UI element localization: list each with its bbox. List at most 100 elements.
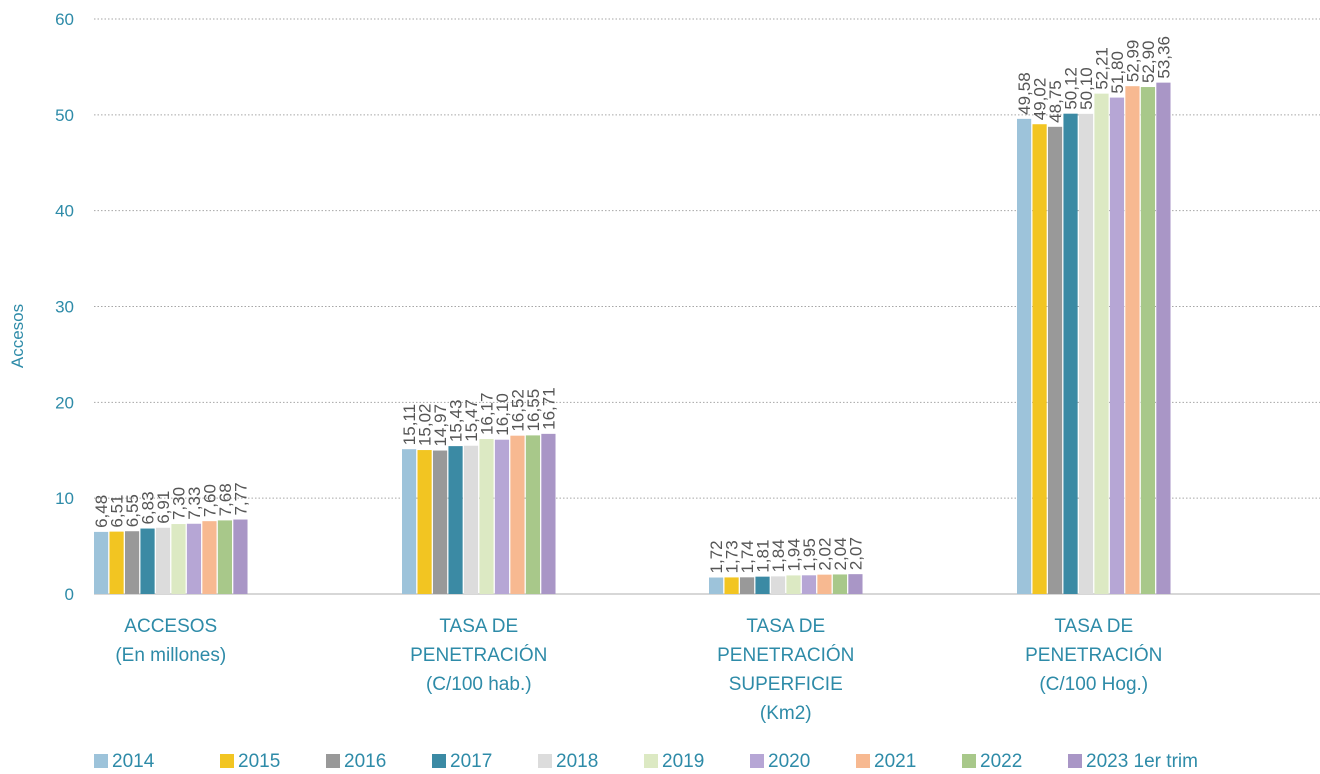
data-label: 6,91 [154,491,173,524]
data-label: 1,73 [723,540,742,573]
data-label: 6,83 [139,491,158,524]
data-label: 51,80 [1108,51,1127,94]
bar [817,574,832,594]
data-label: 52,90 [1139,40,1158,83]
legend-swatch [432,754,446,768]
bar [755,576,770,594]
bar [1017,118,1032,594]
data-label: 53,36 [1154,36,1173,79]
category-label: TASA DE [746,616,825,637]
legend-label: 2023 1er trim [1086,751,1198,772]
category-labels: ACCESOS (En millones) TASA DE PENETRACIÓN (C… [115,616,1162,724]
data-label: 7,68 [216,483,235,516]
category-label: PENETRACIÓN [410,644,547,666]
category-label: PENETRACIÓN [1025,644,1162,666]
bar [1063,113,1078,594]
data-label: 14,97 [431,404,450,447]
legend-swatch [220,754,234,768]
grid-lines [94,18,1320,499]
bar [848,574,863,594]
data-label: 2,02 [815,538,834,571]
legend-swatch [94,754,108,768]
bar [448,446,463,594]
data-label: 2,04 [831,537,850,570]
bar [233,519,248,594]
bar [171,524,186,594]
bar [801,575,817,594]
bar-series [94,82,1171,595]
y-tick-label: 20 [55,393,74,412]
data-label: 1,84 [769,539,788,572]
bar [1140,87,1156,595]
data-label: 16,10 [493,393,512,436]
data-label: 15,43 [447,400,466,443]
y-axis-title: Accesos [8,304,27,368]
data-label: 7,77 [231,482,250,515]
legend-label: 2019 [662,751,704,772]
bar [724,577,739,594]
bar [1125,86,1140,594]
bar [186,523,202,594]
data-labels: 6,486,516,556,836,917,307,337,607,687,77… [92,36,1173,573]
data-label: 6,55 [123,494,142,527]
data-label: 1,72 [707,540,726,573]
bar [1094,93,1109,594]
category-label: SUPERFICIE [729,674,843,695]
data-label: 6,48 [92,495,111,528]
data-label: 15,47 [462,399,481,442]
bar [525,435,541,594]
y-tick-label: 30 [55,298,74,317]
data-label: 1,74 [738,540,757,573]
data-label: 7,33 [185,487,204,520]
legend-swatch [538,754,552,768]
data-label: 52,99 [1123,40,1142,83]
y-tick-label: 60 [55,10,74,29]
bar [1032,124,1047,594]
data-label: 49,58 [1015,72,1034,115]
data-label: 15,02 [416,404,435,447]
data-label: 16,71 [539,387,558,430]
legend-swatch [1068,754,1082,768]
bar [510,435,525,594]
bar [217,520,233,594]
data-label: 1,94 [785,538,804,571]
y-tick-label: 40 [55,202,74,221]
legend-swatch [326,754,340,768]
data-label: 16,52 [508,389,527,432]
bar [124,531,140,594]
legend-label: 2020 [768,751,810,772]
bar [832,574,848,594]
legend-label: 2021 [874,751,916,772]
bar [140,528,155,594]
bar [709,577,724,594]
category-label: (Km2) [760,703,812,724]
data-label: 7,30 [170,487,189,520]
category-label: TASA DE [439,616,518,637]
bar [786,575,801,594]
legend-label: 2014 [112,751,155,772]
bar [1047,126,1063,594]
bar [417,450,432,594]
data-label: 50,12 [1062,67,1081,110]
y-tick-label: 50 [55,106,74,125]
bar [1109,97,1125,594]
y-tick-label: 10 [55,489,74,508]
data-label: 6,51 [108,495,127,528]
category-label: PENETRACIÓN [717,644,854,666]
bar [202,521,217,594]
data-label: 1,81 [754,540,773,573]
data-label: 49,02 [1031,78,1050,121]
category-label: TASA DE [1054,616,1133,637]
bar [432,450,448,594]
category-label: (En millones) [115,645,226,666]
legend-swatch [856,754,870,768]
category-label: (C/100 hab.) [426,674,532,695]
data-label: 16,55 [524,389,543,432]
bar [155,527,171,594]
legend-swatch [644,754,658,768]
bar [94,531,109,594]
bar [494,439,510,594]
bar [479,439,494,594]
bar [1078,113,1094,594]
